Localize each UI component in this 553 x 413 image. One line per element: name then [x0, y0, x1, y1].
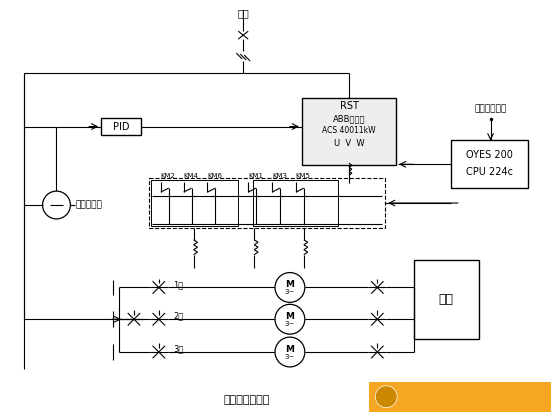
Text: M: M — [285, 344, 294, 354]
Circle shape — [275, 304, 305, 334]
Text: 3号: 3号 — [174, 344, 184, 354]
Bar — [253, 180, 337, 226]
Text: KM4: KM4 — [184, 173, 199, 179]
Text: RST: RST — [340, 101, 358, 111]
Text: 电子发烧网: 电子发烧网 — [491, 392, 516, 401]
Bar — [101, 118, 141, 135]
Text: 3~: 3~ — [285, 290, 295, 295]
Text: 3~: 3~ — [285, 354, 295, 360]
Text: KM6: KM6 — [207, 173, 222, 179]
Text: 水源: 水源 — [439, 293, 454, 306]
Circle shape — [275, 273, 305, 302]
Text: KM1: KM1 — [248, 173, 263, 179]
Text: 2号: 2号 — [174, 312, 184, 321]
Bar — [414, 260, 479, 339]
Circle shape — [275, 337, 305, 367]
Circle shape — [43, 191, 70, 219]
Bar — [369, 382, 551, 412]
Bar — [302, 98, 396, 165]
Text: KM3: KM3 — [272, 173, 287, 179]
Text: M: M — [285, 280, 294, 289]
Bar — [149, 178, 385, 228]
Bar — [451, 140, 528, 188]
Text: ABB变频器: ABB变频器 — [333, 114, 366, 123]
Text: ACS 40011kW: ACS 40011kW — [322, 126, 376, 135]
Text: M: M — [285, 312, 294, 321]
Text: www.elecfans.com: www.elecfans.com — [397, 394, 462, 400]
Text: 操作控制信号: 操作控制信号 — [474, 104, 507, 113]
Text: CPU 224c: CPU 224c — [466, 167, 513, 177]
Text: 电源: 电源 — [237, 8, 249, 18]
Circle shape — [375, 386, 397, 408]
Text: 压力变送器: 压力变送器 — [75, 200, 102, 209]
Text: PID: PID — [113, 121, 129, 132]
Text: 1号: 1号 — [174, 280, 184, 289]
Text: KM2: KM2 — [161, 173, 176, 179]
Text: 泵机部分原理图: 泵机部分原理图 — [223, 395, 270, 405]
Text: U  V  W: U V W — [333, 139, 364, 148]
Bar — [151, 180, 238, 226]
Text: OYES 200: OYES 200 — [466, 150, 513, 160]
Text: KM5: KM5 — [296, 173, 311, 179]
Text: 3~: 3~ — [285, 321, 295, 327]
